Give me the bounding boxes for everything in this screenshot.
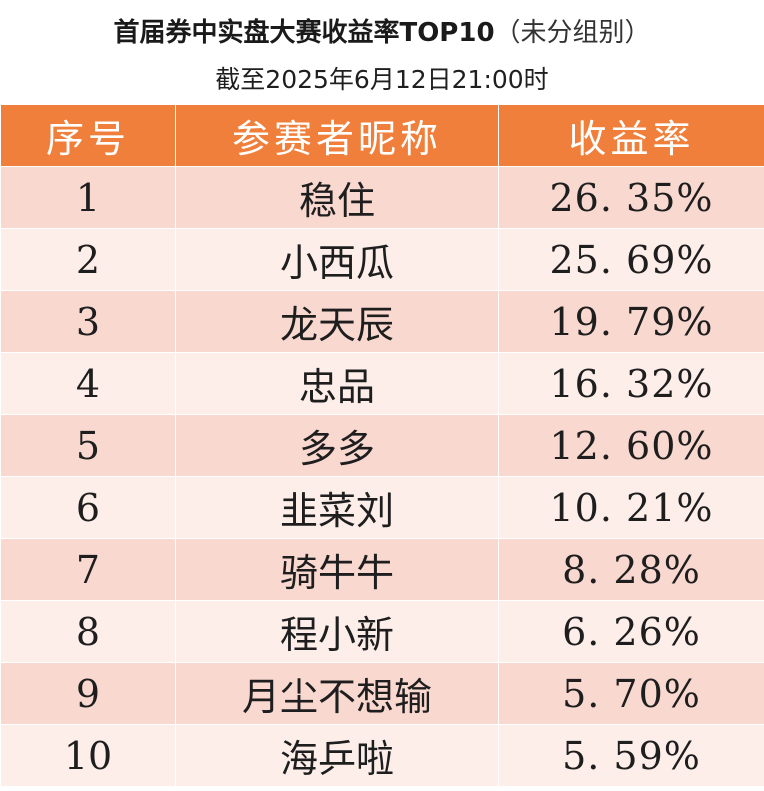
table-row: 3 龙天辰 19. 79%: [0, 290, 764, 353]
nickname-cell: 月尘不想输: [175, 662, 499, 725]
nickname-cell: 海乒啦: [175, 724, 499, 787]
return-rate-cell: 16. 32%: [498, 352, 764, 415]
nickname-cell: 骑牛牛: [175, 538, 499, 601]
rank-cell: 4: [0, 352, 176, 415]
nickname-cell: 龙天辰: [175, 290, 499, 353]
table-row: 10 海乒啦 5. 59%: [0, 724, 764, 787]
return-rate-cell: 6. 26%: [498, 600, 764, 663]
return-rate-cell: 5. 59%: [498, 724, 764, 787]
rank-cell: 6: [0, 476, 176, 539]
title-main: 首届券中实盘大赛收益率TOP10: [113, 18, 495, 48]
table-header-row: 序号 参赛者昵称 收益率: [0, 104, 764, 167]
nickname-cell: 稳住: [175, 166, 499, 229]
rank-cell: 9: [0, 662, 176, 725]
table-row: 8 程小新 6. 26%: [0, 600, 764, 663]
header-nickname: 参赛者昵称: [175, 104, 499, 167]
return-rate-cell: 5. 70%: [498, 662, 764, 725]
title-suffix: （未分组别）: [494, 18, 651, 48]
table-row: 4 忠品 16. 32%: [0, 352, 764, 415]
rank-cell: 7: [0, 538, 176, 601]
nickname-cell: 韭菜刘: [175, 476, 499, 539]
header-rank: 序号: [0, 104, 176, 167]
ranking-table: 序号 参赛者昵称 收益率 1 稳住 26. 35% 2 小西瓜 25. 69% …: [0, 104, 764, 787]
table-row: 7 骑牛牛 8. 28%: [0, 538, 764, 601]
rank-cell: 8: [0, 600, 176, 663]
table-row: 6 韭菜刘 10. 21%: [0, 476, 764, 539]
rank-cell: 1: [0, 166, 176, 229]
nickname-cell: 多多: [175, 414, 499, 477]
return-rate-cell: 25. 69%: [498, 228, 764, 291]
return-rate-cell: 19. 79%: [498, 290, 764, 353]
rank-cell: 2: [0, 228, 176, 291]
return-rate-cell: 12. 60%: [498, 414, 764, 477]
page-subtitle: 截至2025年6月12日21:00时: [215, 65, 549, 94]
table-row: 9 月尘不想输 5. 70%: [0, 662, 764, 725]
rank-cell: 3: [0, 290, 176, 353]
table-row: 1 稳住 26. 35%: [0, 166, 764, 229]
return-rate-cell: 10. 21%: [498, 476, 764, 539]
rank-cell: 10: [0, 724, 176, 787]
page-title: 首届券中实盘大赛收益率TOP10（未分组别）: [0, 12, 764, 49]
rank-cell: 5: [0, 414, 176, 477]
nickname-cell: 小西瓜: [175, 228, 499, 291]
nickname-cell: 程小新: [175, 600, 499, 663]
return-rate-cell: 26. 35%: [498, 166, 764, 229]
header-return-rate: 收益率: [498, 104, 764, 167]
table-row: 5 多多 12. 60%: [0, 414, 764, 477]
table-row: 2 小西瓜 25. 69%: [0, 228, 764, 291]
return-rate-cell: 8. 28%: [498, 538, 764, 601]
nickname-cell: 忠品: [175, 352, 499, 415]
